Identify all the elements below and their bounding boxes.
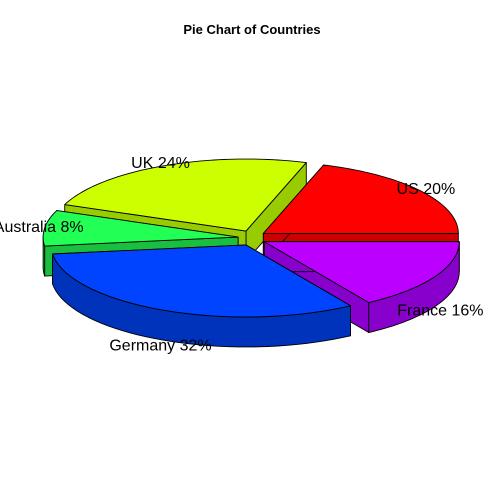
slice-top-uk <box>64 158 307 232</box>
pie-slices <box>42 158 460 348</box>
chart-title: Pie Chart of Countries <box>183 22 320 37</box>
slice-top-australia <box>42 210 239 247</box>
slice-label-germany: Germany 32% <box>109 337 211 354</box>
slice-label-australia: Australia 8% <box>0 219 84 236</box>
slice-label-uk: UK 24% <box>131 155 190 172</box>
pie-slice-germany <box>52 244 351 348</box>
pie-labels: US 20% UK 24% Australia 8% Germany 32% Franc… <box>0 155 484 354</box>
slice-top-germany <box>52 244 351 318</box>
slice-top-us <box>262 164 459 234</box>
slice-top-france <box>263 241 460 303</box>
slice-label-france: France 16% <box>397 303 483 320</box>
slice-label-us: US 20% <box>397 181 456 198</box>
